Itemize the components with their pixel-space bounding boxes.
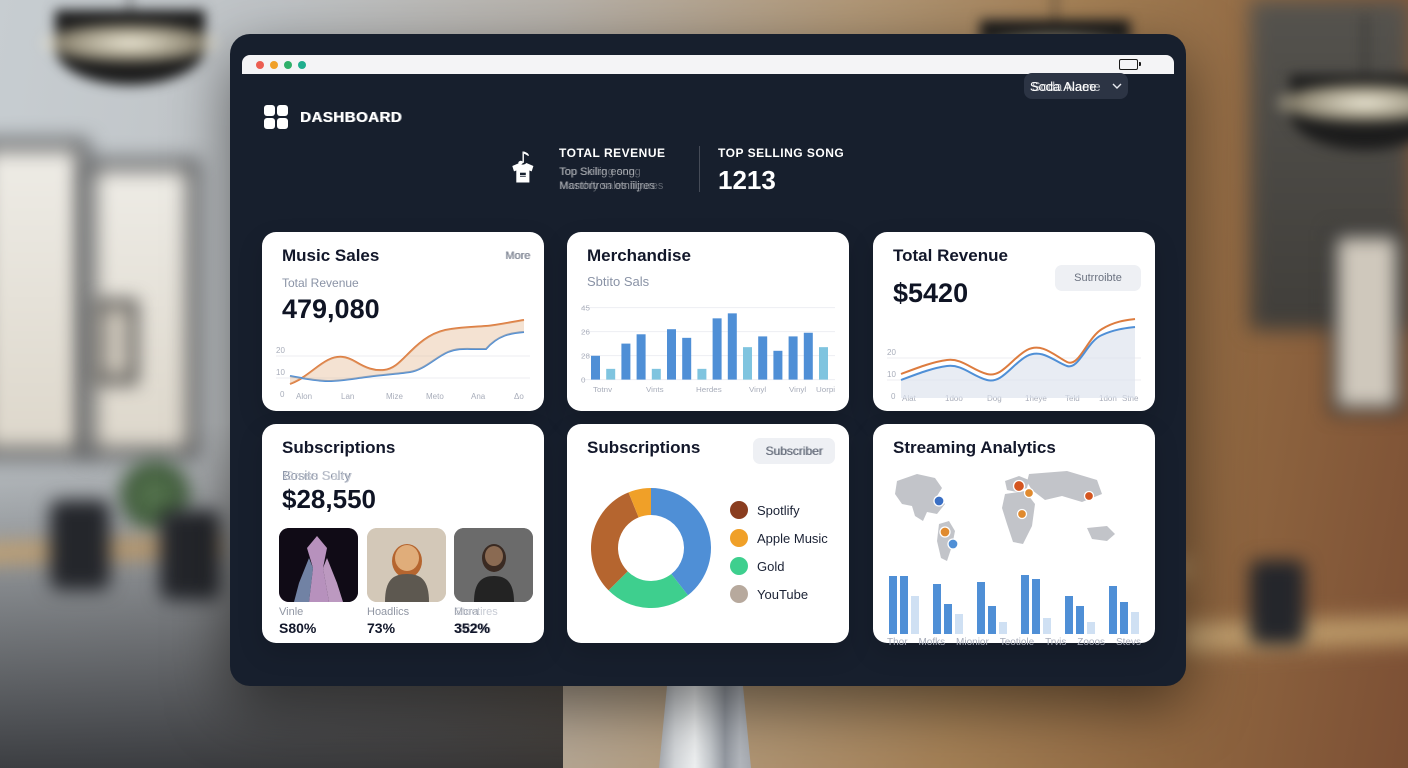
svg-text:28: 28: [581, 352, 591, 361]
svg-text:Totnv: Totnv: [593, 385, 612, 394]
svg-text:10: 10: [887, 370, 896, 379]
svg-text:Lan: Lan: [341, 392, 354, 401]
svg-text:Meto: Meto: [426, 392, 444, 401]
svg-text:26: 26: [581, 328, 591, 337]
svg-text:Vints: Vints: [646, 385, 664, 394]
svg-text:0: 0: [581, 376, 586, 385]
svg-text:10: 10: [276, 368, 285, 377]
svg-text:Δo: Δo: [514, 392, 524, 401]
svg-text:Mize: Mize: [386, 392, 403, 401]
svg-text:Vinyl: Vinyl: [789, 385, 806, 394]
svg-text:20: 20: [887, 348, 896, 357]
svg-text:0: 0: [280, 390, 285, 399]
svg-text:0: 0: [891, 392, 896, 401]
svg-text:20: 20: [276, 346, 285, 355]
svg-text:Alon: Alon: [296, 392, 312, 401]
svg-text:Herdes: Herdes: [696, 385, 722, 394]
svg-text:Uorpi: Uorpi: [816, 385, 835, 394]
svg-text:45: 45: [581, 304, 591, 313]
svg-text:Vinyl: Vinyl: [749, 385, 766, 394]
svg-text:Ana: Ana: [471, 392, 486, 401]
